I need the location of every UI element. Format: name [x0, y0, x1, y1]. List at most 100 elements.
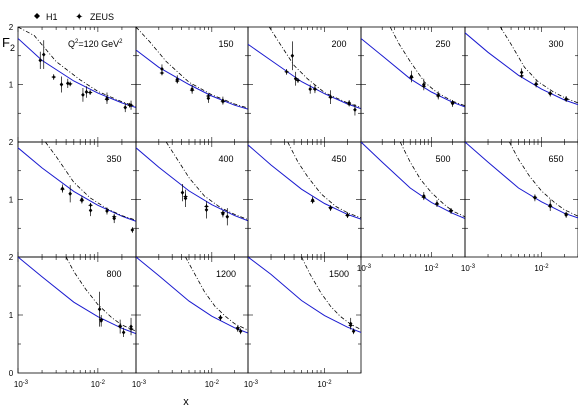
solid-curve [18, 38, 136, 108]
h1-point [422, 192, 426, 201]
y-axis-title-main: F [2, 35, 10, 50]
panel-800: 800 [17, 256, 137, 374]
h1-point [84, 86, 89, 98]
dashdot-curve [165, 142, 248, 220]
panel-q2-label: 300 [548, 39, 563, 49]
panel-plot-area [18, 142, 136, 233]
panel-q2-label: 450 [331, 154, 346, 164]
h1-point [347, 100, 351, 106]
panel-1200: 1200 [135, 256, 249, 374]
legend-h1-label: H1 [46, 12, 58, 22]
h1-point [180, 183, 185, 202]
h1-point [348, 317, 353, 330]
h1-point [206, 93, 211, 103]
x-tick-label: 10-3 [132, 380, 147, 389]
h1-point [88, 204, 93, 217]
panel-plot-area [361, 27, 465, 108]
h1-point [123, 102, 128, 113]
dashdot-curve [185, 257, 248, 331]
h1-point [548, 199, 553, 211]
h1-point [129, 317, 133, 336]
h1-point [129, 100, 133, 110]
y-tick-label: 0 [9, 369, 14, 378]
panel-plot-area [136, 257, 248, 335]
x-tick-label: 10-2 [424, 264, 439, 273]
panel-ticks [247, 27, 362, 142]
panel-q2-label: 1200 [216, 269, 236, 279]
panel-ticks [247, 257, 362, 373]
h1-point [313, 85, 317, 94]
panel-plot-area [248, 142, 361, 220]
panel-650: 650 [464, 141, 578, 258]
panel-plot-area [248, 257, 361, 335]
x-tick-label: 10-2 [91, 380, 106, 389]
solid-curve [248, 144, 361, 220]
h1-point [81, 87, 85, 102]
h1-point [218, 315, 223, 321]
solid-curve [18, 257, 136, 335]
zeus-point [67, 81, 73, 87]
x-tick-label: 10-3 [244, 380, 259, 389]
dashdot-curve [45, 142, 136, 221]
panel-q2-label: 150 [218, 39, 233, 49]
h1-point [564, 212, 568, 218]
h1-point [225, 208, 230, 226]
panel-q2-label: 400 [218, 154, 233, 164]
y-tick-label: 1 [9, 311, 14, 320]
h1-point [353, 104, 357, 116]
q2-power: 2 [75, 39, 79, 45]
h1-point [121, 327, 126, 338]
dashdot-curve [136, 27, 248, 109]
panel-q2-label: 500 [435, 154, 450, 164]
panel-plot-area [465, 27, 578, 106]
panel-q2-label: 800 [106, 269, 121, 279]
y-tick-label: 2 [9, 253, 14, 262]
h1-point [118, 319, 122, 334]
h1-point [351, 328, 356, 335]
solid-curve [248, 257, 361, 333]
y-axis-title-subscript: 2 [10, 43, 15, 53]
panel-plot-area [18, 257, 136, 338]
panel-plot-area [136, 142, 248, 226]
solid-curve [18, 147, 136, 222]
solid-curve [361, 142, 465, 219]
q2-unit-power: 2 [119, 39, 123, 45]
zeus-point [284, 68, 290, 75]
h1-point [112, 213, 116, 224]
panels: 150 200 250 300 350 400 450 500 650 800 1200 1500 [17, 26, 578, 374]
panel-plot-area [361, 142, 465, 219]
h1-point [519, 68, 524, 77]
panel-ticks [247, 142, 362, 257]
h1-point [235, 326, 240, 332]
h1-point [59, 76, 64, 93]
y-tick-label: 1 [9, 196, 14, 205]
panel-ticks [17, 27, 137, 142]
h1-point [238, 328, 243, 335]
legend-h1-marker [34, 13, 40, 19]
h1-point [328, 90, 333, 105]
y-axis-title: F2 [2, 35, 15, 53]
panel-q2-label: 250 [435, 39, 450, 49]
h1-point [409, 70, 414, 83]
h1-point [290, 41, 295, 71]
h1-point [293, 71, 298, 86]
y-tick-label: 1 [9, 81, 14, 90]
h1-point [183, 189, 188, 207]
h1-point [38, 51, 43, 69]
h1-point [533, 194, 537, 202]
q2-annotation: Q2=120 GeV2 [68, 39, 123, 49]
x-tick-label: 10-2 [317, 380, 332, 389]
panel-plot-area [465, 142, 578, 219]
dashdot-curve [509, 142, 578, 217]
h1-point [450, 100, 455, 107]
panel-q2-label: 200 [331, 39, 346, 49]
panel-q2-label: 1500 [329, 269, 349, 279]
h1-point [221, 96, 225, 105]
h1-point [534, 80, 538, 88]
y-tick-label: 2 [9, 23, 14, 32]
legend-zeus-marker: ✦ [75, 12, 83, 23]
h1-point [435, 200, 439, 207]
h1-point [436, 91, 441, 100]
dashdot-curve [500, 27, 578, 104]
h1-point [449, 208, 453, 214]
